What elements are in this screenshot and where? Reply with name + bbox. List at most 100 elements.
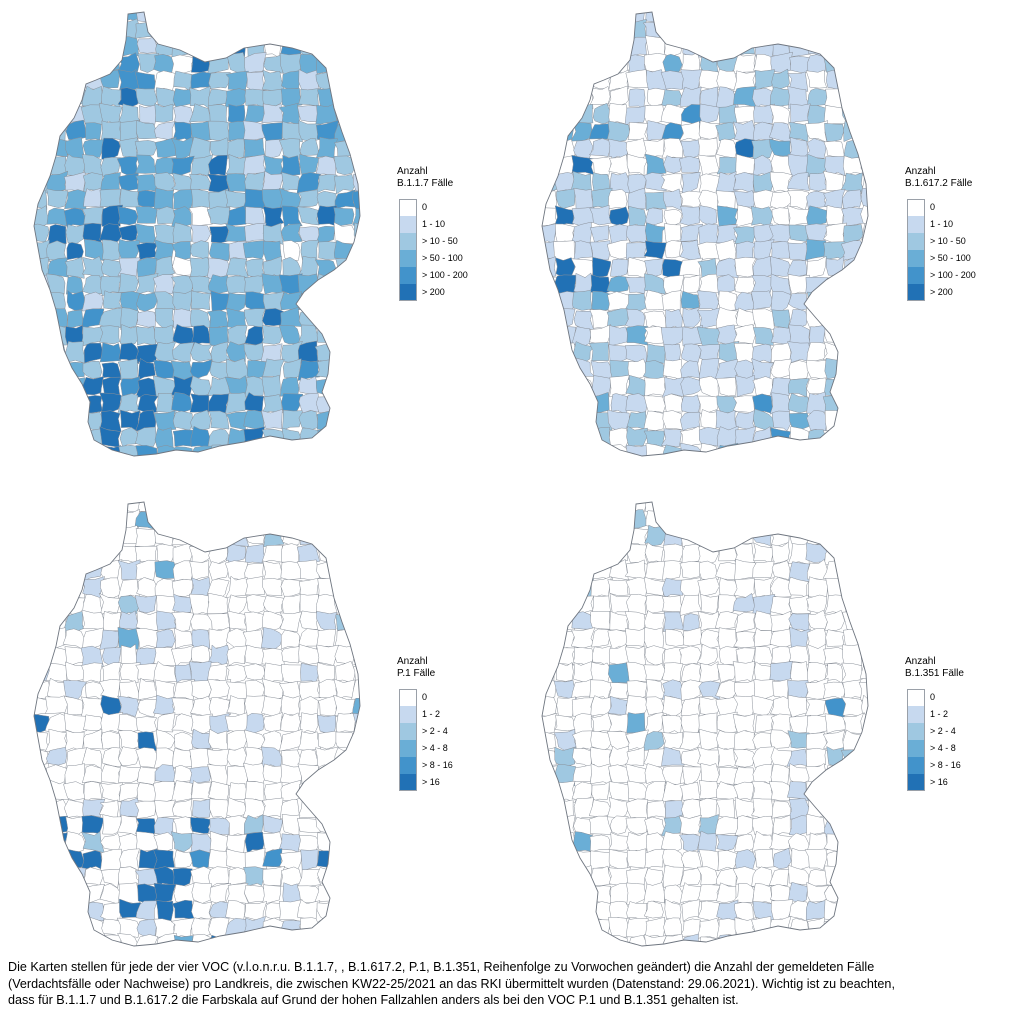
district-area bbox=[732, 226, 756, 245]
district-area bbox=[136, 310, 156, 328]
district-area bbox=[226, 645, 248, 667]
district-area bbox=[751, 138, 774, 160]
district-area bbox=[682, 627, 702, 647]
district-area bbox=[118, 342, 140, 365]
district-area bbox=[300, 917, 320, 935]
district-area bbox=[314, 343, 336, 362]
district-area bbox=[610, 883, 630, 905]
district-area bbox=[700, 593, 719, 615]
district-area bbox=[663, 917, 682, 936]
district-area bbox=[643, 882, 665, 906]
district-area bbox=[589, 834, 611, 853]
district-area bbox=[542, 696, 557, 717]
district-area bbox=[174, 849, 194, 868]
district-area bbox=[553, 240, 576, 261]
district-area bbox=[679, 411, 701, 431]
district-area bbox=[244, 713, 265, 734]
district-area bbox=[770, 577, 792, 598]
district-area bbox=[626, 712, 646, 734]
district-area bbox=[172, 446, 193, 456]
district-area bbox=[608, 848, 629, 870]
district-area bbox=[624, 627, 646, 647]
district-area bbox=[788, 224, 809, 242]
district-area bbox=[768, 832, 793, 851]
district-area bbox=[281, 393, 304, 414]
district-area bbox=[100, 445, 122, 456]
district-area bbox=[209, 137, 231, 159]
district-area bbox=[609, 815, 629, 835]
district-area bbox=[135, 528, 158, 547]
district-area bbox=[317, 714, 336, 734]
district-area bbox=[626, 901, 648, 922]
district-area bbox=[626, 680, 648, 699]
district-area bbox=[753, 189, 776, 210]
district-area bbox=[553, 728, 578, 751]
district-area bbox=[609, 745, 629, 767]
district-area bbox=[734, 612, 756, 634]
district-area bbox=[734, 730, 756, 752]
legend-swatch bbox=[907, 723, 925, 740]
district-area bbox=[82, 360, 103, 379]
district-area bbox=[81, 662, 103, 684]
district-area bbox=[804, 698, 827, 717]
district-area bbox=[642, 731, 665, 751]
legend-title-line2: B.1.351 Fälle bbox=[905, 668, 964, 679]
germany-choropleth-map-b117 bbox=[33, 11, 361, 457]
district-area bbox=[682, 37, 704, 58]
district-area bbox=[661, 577, 686, 599]
district-area bbox=[679, 86, 702, 108]
district-area bbox=[787, 260, 807, 278]
district-area bbox=[806, 410, 828, 432]
district-area bbox=[189, 766, 211, 785]
district-area bbox=[716, 377, 737, 397]
district-area bbox=[805, 276, 830, 294]
district-area bbox=[588, 815, 614, 835]
district-area bbox=[660, 104, 686, 125]
legend-swatch bbox=[907, 740, 925, 757]
district-area bbox=[733, 631, 756, 648]
district-area bbox=[626, 798, 649, 820]
district-area bbox=[153, 883, 177, 904]
district-area bbox=[572, 748, 592, 769]
district-area bbox=[224, 392, 248, 415]
legend-label: > 16 bbox=[930, 777, 948, 787]
district-area bbox=[45, 662, 68, 682]
district-area bbox=[571, 865, 593, 888]
legend-label: 0 bbox=[422, 692, 428, 702]
legend-label: 0 bbox=[930, 692, 936, 702]
district-area bbox=[245, 525, 265, 544]
district-area bbox=[261, 325, 283, 345]
district-area bbox=[172, 593, 196, 613]
district-area bbox=[716, 663, 738, 683]
district-area bbox=[102, 290, 123, 310]
district-area bbox=[643, 240, 667, 260]
legend-title-line2: B.1.617.2 Fälle bbox=[905, 178, 973, 189]
district-area bbox=[732, 713, 756, 735]
district-area bbox=[680, 663, 703, 682]
district-area bbox=[679, 442, 702, 456]
district-area bbox=[298, 189, 319, 208]
district-area bbox=[227, 610, 248, 630]
district-area bbox=[682, 766, 703, 785]
legend-title-line2: B.1.1.7 Fälle bbox=[397, 178, 454, 189]
district-area bbox=[716, 224, 738, 244]
district-area bbox=[243, 426, 266, 449]
district-area bbox=[171, 54, 195, 75]
district-area bbox=[135, 174, 158, 194]
district-area bbox=[714, 816, 739, 836]
district-area bbox=[353, 153, 360, 176]
district-area bbox=[85, 122, 102, 141]
district-area bbox=[261, 428, 284, 450]
district-area bbox=[299, 610, 321, 630]
district-area bbox=[243, 813, 264, 835]
district-area bbox=[716, 867, 737, 888]
district-area bbox=[316, 764, 338, 783]
district-area bbox=[698, 849, 720, 872]
district-area bbox=[699, 780, 719, 799]
district-area bbox=[279, 763, 302, 784]
district-area bbox=[769, 729, 792, 751]
district-area bbox=[136, 242, 158, 261]
legend-item: > 10 - 50 bbox=[905, 233, 1015, 250]
legend-item: 1 - 10 bbox=[905, 216, 1015, 233]
district-area bbox=[99, 69, 120, 89]
